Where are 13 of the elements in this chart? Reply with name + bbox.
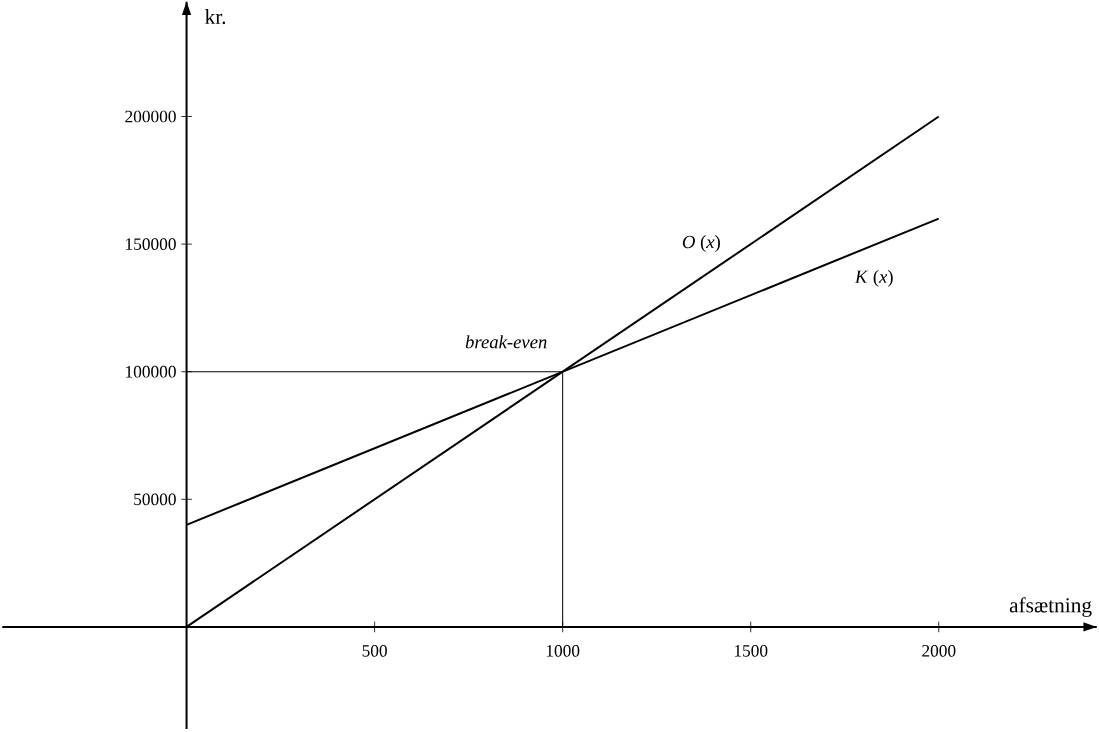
x-tick-label: 1000 bbox=[546, 644, 580, 657]
y-tick-label: 150000 bbox=[126, 238, 176, 250]
x-tick-label: 1500 bbox=[734, 644, 768, 657]
annotation: break-even bbox=[465, 335, 547, 349]
series-label: O (x) bbox=[682, 235, 720, 253]
y-tick-label: 200000 bbox=[125, 110, 176, 123]
x-tick-label: 500 bbox=[362, 644, 387, 657]
y-tick-label: 50000 bbox=[134, 493, 176, 506]
y-axis-title: kr. bbox=[205, 9, 226, 25]
y-tick-label: 100000 bbox=[126, 365, 176, 378]
x-tick-label: 2000 bbox=[922, 644, 956, 657]
series-label: K (x) bbox=[854, 269, 893, 287]
x-axis-title: afsætning bbox=[1009, 597, 1092, 617]
